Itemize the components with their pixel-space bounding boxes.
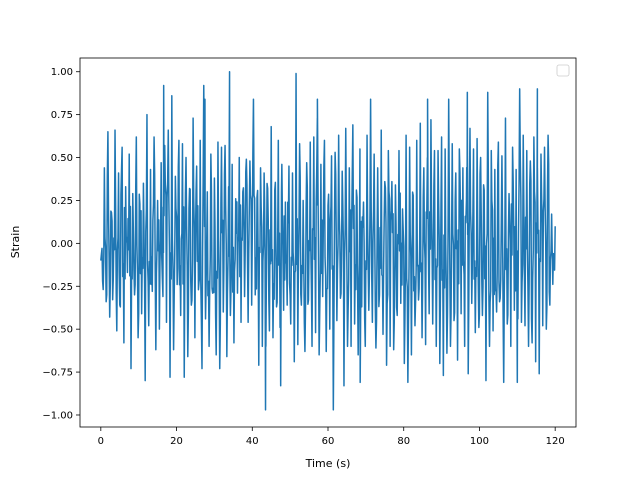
series-layer <box>100 70 556 411</box>
y-tick-label: 0.00 <box>51 239 73 250</box>
y-tick-label: −0.25 <box>42 282 73 293</box>
x-tick-label: 20 <box>170 436 183 447</box>
y-tick-label: −0.75 <box>42 368 73 379</box>
y-tick-label: 0.50 <box>51 153 73 164</box>
legend-box <box>556 64 570 77</box>
y-tick-label: 0.75 <box>51 110 73 121</box>
y-tick-label: −0.50 <box>42 325 73 336</box>
y-axis: −1.00 −0.75 −0.50 −0.25 0.00 0.25 0.50 0.75 1.00 <box>42 67 80 421</box>
y-tick-label: −1.00 <box>42 410 73 421</box>
y-axis-label: Strain <box>9 226 22 259</box>
x-tick-label: 80 <box>397 436 410 447</box>
x-tick-label: 100 <box>470 436 489 447</box>
x-tick-label: 60 <box>322 436 335 447</box>
series-line-0 <box>100 70 556 411</box>
y-tick-label: 1.00 <box>51 67 73 78</box>
x-tick-label: 40 <box>246 436 259 447</box>
x-tick-label: 120 <box>546 436 565 447</box>
x-tick-label: 0 <box>98 436 104 447</box>
y-tick-label: 0.25 <box>51 196 73 207</box>
x-axis: 0 20 40 60 80 100 120 <box>98 427 565 447</box>
x-axis-label: Time (s) <box>305 457 351 470</box>
